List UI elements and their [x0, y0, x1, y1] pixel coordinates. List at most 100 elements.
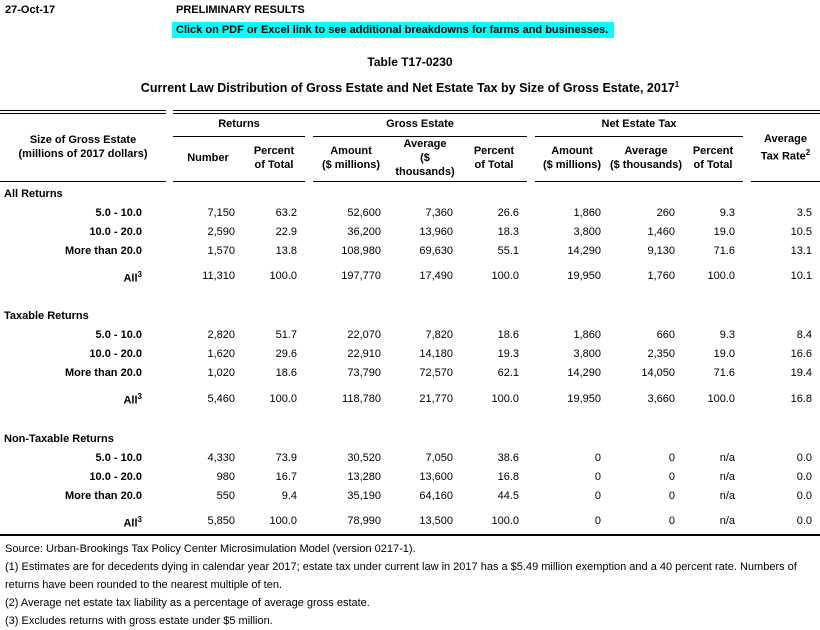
value-cell: 100.0 [491, 392, 519, 405]
value-cell: 13,500 [389, 505, 461, 536]
spacer-cell [743, 468, 751, 487]
value-cell: 55.1 [497, 244, 519, 257]
spacer-cell [305, 326, 313, 345]
spacer-cell [166, 505, 173, 536]
value-cell: 1,860 [573, 206, 601, 219]
value-cell: 19,950 [567, 269, 601, 282]
spacer-cell [527, 487, 535, 506]
value-cell: 63.2 [275, 206, 297, 219]
row-label-text: 5.0 - 10.0 [95, 206, 142, 219]
spacer-cell [305, 204, 313, 223]
spacer-cell [527, 383, 535, 411]
value-cell: 51.7 [275, 329, 297, 342]
value-cell: 14,290 [567, 367, 601, 380]
value-cell: 73,790 [347, 367, 381, 380]
value-cell: n/a [719, 489, 735, 502]
value-cell: 13,600 [419, 470, 453, 483]
value-cell: 660 [656, 329, 675, 342]
spacer-cell [305, 345, 313, 364]
value-cell: 9.4 [281, 489, 297, 502]
value-cell: 3.5 [796, 206, 812, 219]
column-header-net-percent-of-total: Percent of Total [683, 136, 743, 182]
value-cell: 0.0 [796, 451, 812, 464]
value-cell: 5,460 [207, 392, 235, 405]
value-cell: 100.0 [243, 505, 305, 536]
row-label: 5.0 - 10.0 [0, 326, 166, 345]
spacer-cell [166, 261, 173, 289]
spacer-cell [166, 204, 173, 223]
value-cell: 100.0 [707, 392, 735, 405]
value-cell: 19.0 [713, 348, 735, 361]
row-label-text: 10.0 - 20.0 [89, 348, 142, 361]
value-cell: 2,350 [647, 348, 675, 361]
data-row: 10.0 - 20.0 980 16.7 13,280 13,600 16.8 0 0 n/a 0… [0, 468, 820, 487]
value-cell: 35,190 [347, 489, 381, 502]
value-cell: 5,850 [173, 505, 243, 536]
row-label: More than 20.0 [0, 242, 166, 261]
value-cell: 100.0 [269, 392, 297, 405]
spacer-cell [166, 242, 173, 261]
size-header-line2: (millions of 2017 dollars) [18, 148, 148, 161]
spacer-cell [166, 345, 173, 364]
table-number: Table T17-0230 [367, 55, 453, 69]
avg-tax-rate-line1: Average [763, 132, 807, 145]
value-cell: 64,160 [419, 489, 453, 502]
spacer-cell [527, 242, 535, 261]
data-row: All3 5,460 100.0 118,780 21,770 100.0 19,950 3,… [0, 383, 820, 411]
value-cell: 19.0 [713, 225, 735, 238]
value-cell: 1,570 [207, 244, 235, 257]
gross-estate-group-header: Gross Estate [313, 110, 527, 137]
value-cell: 100.0 [461, 505, 527, 536]
footnote-marker: 3 [137, 392, 142, 402]
value-cell: 71.6 [713, 367, 735, 380]
value-cell: 7,360 [425, 206, 453, 219]
data-row: More than 20.0 1,570 13.8 108,980 69,630 55.1… [0, 242, 820, 261]
value-cell: 197,770 [341, 269, 381, 282]
title-footnote-marker: 1 [674, 80, 680, 89]
value-cell: 0 [668, 451, 675, 464]
source-note: Source: Urban-Brookings Tax Policy Cente… [5, 542, 416, 555]
value-cell: 14,050 [641, 367, 675, 380]
value-cell: 108,980 [341, 244, 381, 257]
spacer-cell [0, 411, 820, 427]
value-cell: 14,290 [567, 244, 601, 257]
avg-tax-rate-line2: Tax Rate2 [751, 146, 820, 164]
footnote-marker: 3 [137, 514, 142, 524]
subheader-row: Number Percent of Total Amount ($ millions… [0, 136, 820, 182]
section-header-row: Non-Taxable Returns [0, 427, 820, 449]
spacer-cell [743, 261, 751, 289]
spacer-cell [527, 204, 535, 223]
value-cell: 9.3 [719, 206, 735, 219]
value-cell: 7,820 [425, 329, 453, 342]
data-row: All3 5,850 100.0 78,990 13,500 100.0 0 0 n/a 0.0 [0, 505, 820, 536]
section-header-row: Taxable Returns [0, 304, 820, 326]
value-cell: 3,660 [647, 392, 675, 405]
value-cell: 52,600 [347, 206, 381, 219]
row-label-text: All [123, 394, 138, 407]
value-cell: 19,950 [567, 392, 601, 405]
value-cell: 100.0 [269, 269, 297, 282]
value-cell: 36,200 [347, 225, 381, 238]
avg-tax-rate-line2-text: Tax Rate [760, 150, 806, 163]
column-header-gross-percent-of-total: Percent of Total [461, 136, 527, 182]
row-label-text: 5.0 - 10.0 [95, 451, 142, 464]
section-spacer-row [0, 288, 820, 304]
section-header-row: All Returns [0, 181, 820, 204]
footnote-3: (3) Excludes returns with gross estate u… [5, 614, 273, 627]
spacer-cell [305, 242, 313, 261]
spacer-cell [305, 383, 313, 411]
value-cell: n/a [719, 470, 735, 483]
row-label: All3 [0, 261, 166, 289]
footnote-1: (1) Estimates are for decedents dying in… [5, 560, 797, 591]
value-cell: n/a [719, 451, 735, 464]
page-title-text: Current Law Distribution of Gross Estate… [140, 81, 675, 96]
row-label-text: More than 20.0 [64, 489, 142, 502]
spacer-cell [305, 505, 313, 536]
spacer-cell [743, 345, 751, 364]
value-cell: 3,800 [573, 225, 601, 238]
spacer-cell [166, 468, 173, 487]
footnote-2: (2) Average net estate tax liability as … [5, 596, 370, 609]
spacer-cell [527, 468, 535, 487]
spacer-cell [305, 449, 313, 468]
value-cell: 0 [594, 470, 601, 483]
